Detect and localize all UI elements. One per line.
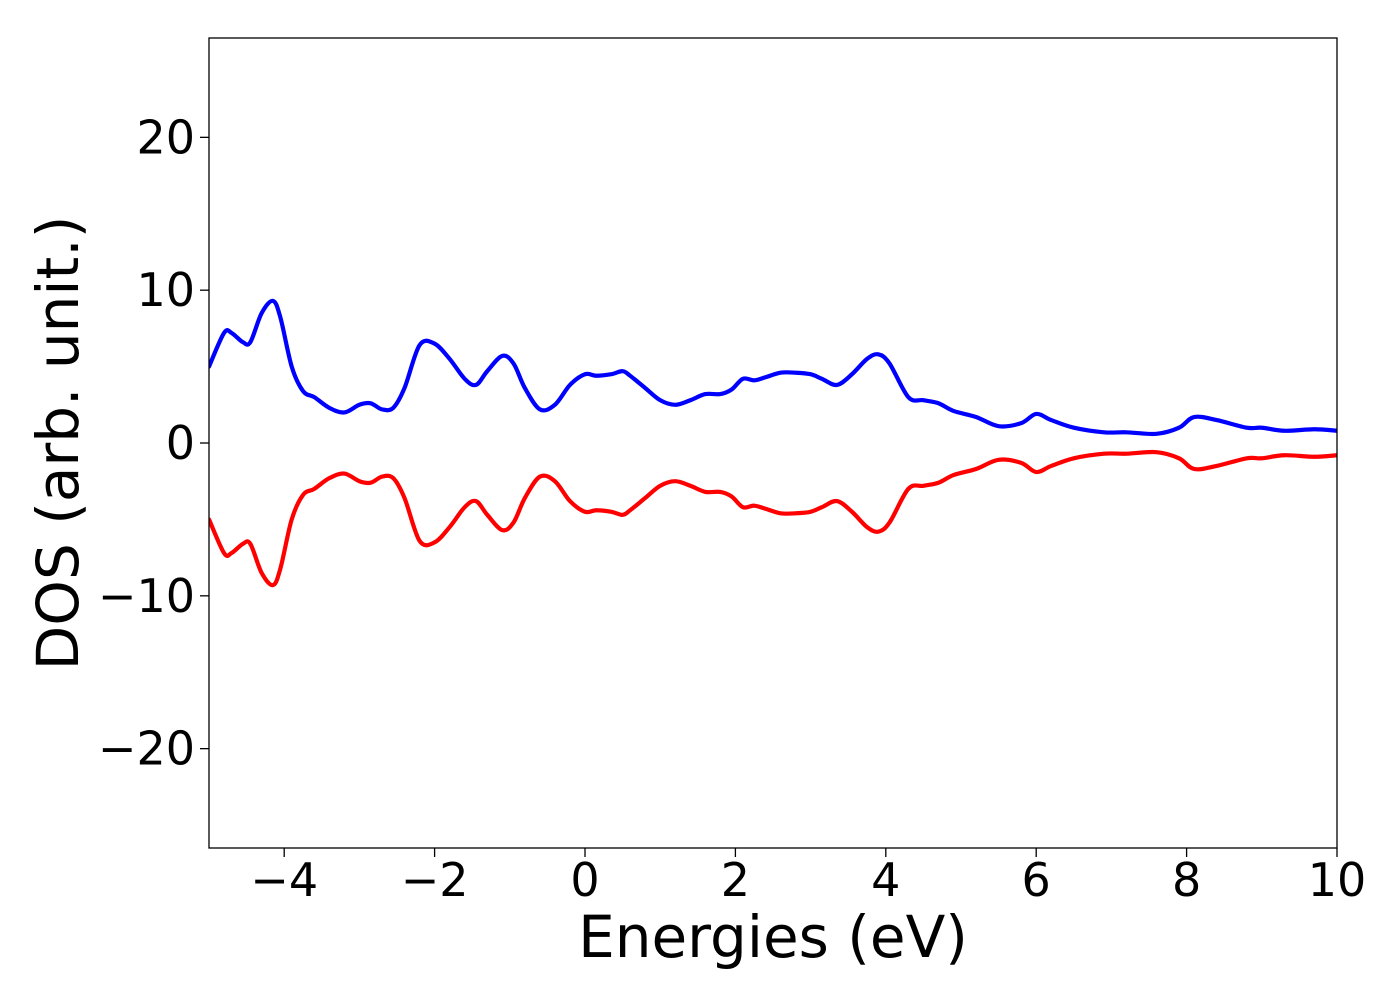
x-tick-label: 10 [1308, 853, 1367, 907]
x-axis-label: Energies (eV) [578, 903, 968, 971]
plot-frame [208, 37, 1338, 849]
y-tick-label: −10 [98, 569, 195, 623]
x-tick-label: −2 [401, 853, 469, 907]
y-axis-label: DOS (arb. unit.) [24, 216, 92, 671]
x-tick-label: 6 [1022, 853, 1051, 907]
y-tick-label: 10 [136, 263, 195, 317]
y-axis-ticks: −20 −10 0 10 20 [98, 110, 209, 776]
series-layer [209, 298, 1337, 588]
y-tick-label: 0 [166, 416, 195, 470]
x-tick-label: 0 [570, 853, 599, 907]
x-tick-label: 4 [871, 853, 900, 907]
y-tick-label: 20 [136, 110, 195, 164]
y-tick-label: −20 [98, 722, 195, 776]
x-tick-label: 8 [1172, 853, 1201, 907]
series-line-2 [209, 449, 1337, 588]
x-tick-label: 2 [721, 853, 750, 907]
x-tick-label: −4 [250, 853, 318, 907]
x-axis-ticks: −4 −2 0 2 4 6 8 10 [250, 848, 1366, 907]
series-line-1 [209, 298, 1337, 437]
